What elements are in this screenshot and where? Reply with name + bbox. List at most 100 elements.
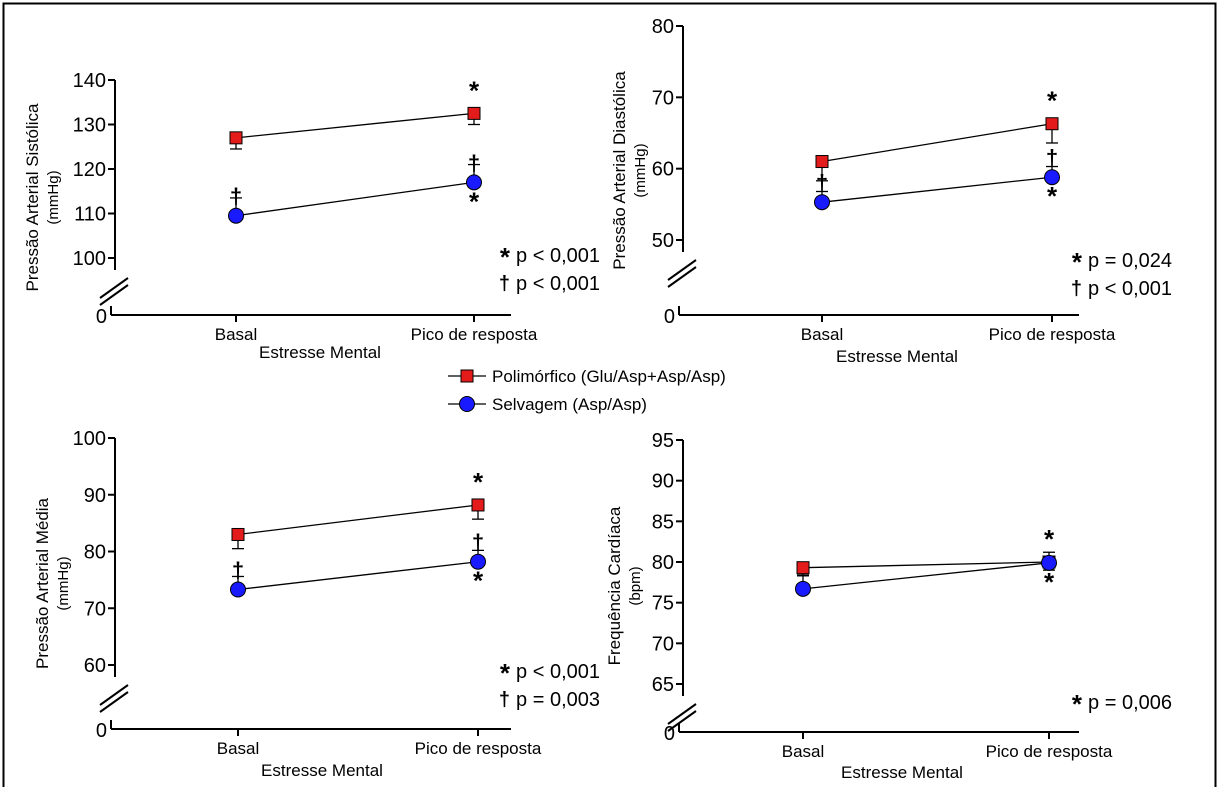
axis-break-mark <box>99 277 129 299</box>
p-value-asterisk: * <box>1072 689 1083 719</box>
y-axis-unit: (mmHg) <box>55 556 72 610</box>
data-point-circle <box>795 580 811 597</box>
significance-asterisk: * <box>469 75 480 105</box>
chart-panel-3: 0 Basal Pico de resposta Estresse Mental 60 7… <box>33 428 600 780</box>
legend: Polimórfico (Glu/Asp+Asp/Asp) Selvagem (A… <box>448 367 726 414</box>
x-tick-label: Basal <box>782 742 825 761</box>
x-axis-title: Estresse Mental <box>841 763 963 782</box>
y-tick-label: 130 <box>73 115 106 137</box>
p-value-annotation: p = 0,024 <box>1088 250 1172 272</box>
axis-break-mark <box>667 266 697 288</box>
series-line <box>821 123 1053 163</box>
x-tick-label: Pico de resposta <box>415 739 542 758</box>
x-tick-label: Basal <box>217 739 260 758</box>
y-tick-label: 75 <box>652 593 674 615</box>
p-value-asterisk: * <box>1072 247 1083 277</box>
data-point-square <box>815 155 829 169</box>
series-line <box>802 562 1050 590</box>
x-tick-label: Basal <box>215 325 258 344</box>
data-point-square <box>229 131 243 145</box>
data-point-square <box>471 498 485 512</box>
axis-break-mark <box>99 684 129 706</box>
y-tick-label: 50 <box>652 230 674 252</box>
significance-asterisk: * <box>473 467 484 497</box>
significance-asterisk: * <box>1047 86 1058 116</box>
chart-panel-2: 0 Basal Pico de resposta Estresse Mental 50 6… <box>610 16 1172 366</box>
axis-break-mark <box>99 284 129 306</box>
data-point-circle <box>1044 169 1060 186</box>
p-value-asterisk: * <box>500 242 511 272</box>
significance-dagger: † <box>472 530 484 555</box>
data-point-square <box>796 561 810 575</box>
y-tick-label: 60 <box>652 159 674 181</box>
x-axis-title: Estresse Mental <box>836 347 958 366</box>
data-point-circle <box>230 581 246 598</box>
p-value-annotation: p < 0,001 <box>1088 278 1172 300</box>
x-tick-label: Basal <box>801 325 844 344</box>
y-tick-label: 80 <box>652 552 674 574</box>
series-line <box>235 112 475 139</box>
legend-marker-circle <box>459 396 475 412</box>
p-value-asterisk: * <box>500 658 511 688</box>
series-line <box>237 561 479 591</box>
significance-dagger: † <box>230 184 242 209</box>
x-tick-label: Pico de resposta <box>411 325 538 344</box>
y-tick-label: 90 <box>84 485 106 507</box>
legend-item-selvagem: Selvagem (Asp/Asp) <box>448 395 647 414</box>
data-point-square <box>1045 117 1059 131</box>
data-point-circle <box>470 553 486 570</box>
y-zero-label: 0 <box>664 306 675 328</box>
axis-break-mark <box>667 710 697 732</box>
y-axis-title: Frequência Cardíaca <box>605 506 624 665</box>
y-axis-unit: (mmHg) <box>45 170 62 224</box>
y-axis-unit: (bpm) <box>627 566 644 605</box>
significance-asterisk: * <box>1047 181 1058 211</box>
y-tick-label: 65 <box>652 674 674 696</box>
y-zero-label: 0 <box>96 720 107 742</box>
p-value-annotation: p = 0,006 <box>1088 692 1172 714</box>
series-line <box>237 504 479 536</box>
y-tick-label: 100 <box>73 248 106 270</box>
significance-dagger: † <box>816 170 828 195</box>
y-zero-label: 0 <box>96 306 107 328</box>
y-zero-label: 0 <box>664 723 675 745</box>
y-axis-title: Pressão Arterial Sistólica <box>23 103 42 292</box>
data-point-circle <box>1041 554 1057 571</box>
y-tick-label: 90 <box>652 471 674 493</box>
axis-break-mark <box>667 259 697 281</box>
x-axis-title: Estresse Mental <box>259 343 381 362</box>
significance-asterisk: * <box>473 566 484 596</box>
data-point-circle <box>228 207 244 224</box>
x-tick-label: Pico de resposta <box>989 325 1116 344</box>
y-axis-title: Pressão Arterial Diastólica <box>610 71 629 270</box>
p-value-dagger: † <box>1071 278 1082 300</box>
y-tick-label: 120 <box>73 159 106 181</box>
significance-asterisk: * <box>469 186 480 216</box>
p-value-dagger: † <box>499 273 510 295</box>
p-value-dagger: † <box>499 689 510 711</box>
axis-break-mark <box>99 691 129 713</box>
data-point-circle <box>814 194 830 211</box>
significance-dagger: † <box>232 558 244 583</box>
y-tick-label: 80 <box>652 16 674 38</box>
x-tick-label: Pico de resposta <box>986 742 1113 761</box>
legend-label: Selvagem (Asp/Asp) <box>492 395 647 414</box>
y-tick-label: 60 <box>84 655 106 677</box>
significance-asterisk: * <box>1044 567 1055 597</box>
y-tick-label: 95 <box>652 430 674 452</box>
significance-dagger: † <box>468 150 480 175</box>
chart-panel-4: 0 Basal Pico de resposta Estresse Mental 65 7… <box>605 430 1172 782</box>
legend-item-polimorfico: Polimórfico (Glu/Asp+Asp/Asp) <box>448 367 726 386</box>
series-line <box>821 176 1053 203</box>
data-point-circle <box>466 174 482 191</box>
panels: 0 Basal Pico de resposta Estresse Mental 100… <box>23 16 1172 782</box>
y-tick-label: 85 <box>652 511 674 533</box>
y-tick-label: 70 <box>84 598 106 620</box>
y-tick-label: 70 <box>652 633 674 655</box>
p-value-annotation: p = 0,003 <box>516 689 600 711</box>
significance-dagger: † <box>1046 145 1058 170</box>
series-line <box>235 181 475 217</box>
series-line <box>802 561 1050 569</box>
